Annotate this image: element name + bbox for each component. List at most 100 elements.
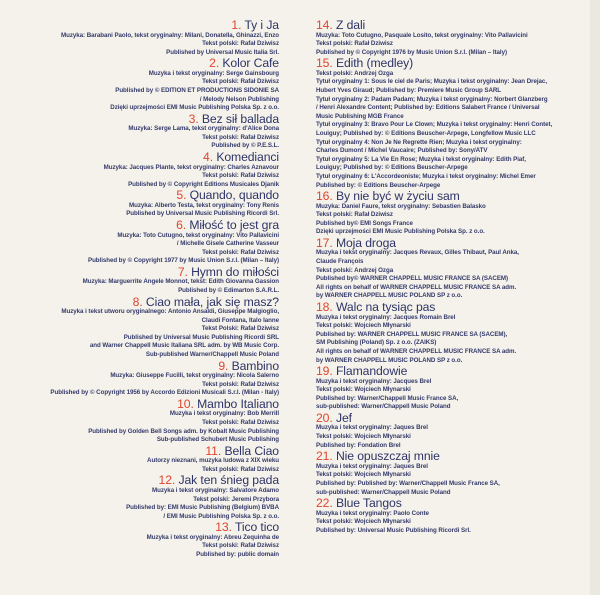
track-heading: 4. Komedianci <box>20 151 279 164</box>
track-number: 13. <box>215 520 232 535</box>
credit-line: Louiguy; Published by: © Editions Beusch… <box>316 164 468 172</box>
credit-line: Muzyka: Serge Lama, tekst oryginalny: d'… <box>128 125 279 133</box>
credit-line: and Warner Chappell Music Italiana SRL a… <box>89 342 279 350</box>
credit-line: Published by: EMI Music Publishing (Belg… <box>126 504 279 512</box>
track-credit: 19. Flamandowie Muzyka i tekst oryginalny… <box>316 365 586 412</box>
track-title: Mambo Italiano <box>197 396 279 411</box>
track-title: Moja droga <box>335 235 396 250</box>
track-heading: 6. Miłość to jest gra <box>20 219 279 232</box>
credit-line: Sub-published Warner/Chappell Music Pola… <box>145 351 279 359</box>
track-number: 5. <box>176 188 187 203</box>
credit-line: SM Publishing (Poland) Sp. z o.o. (ZAIKS… <box>316 339 437 347</box>
track-heading: 5. Quando, quando <box>20 189 279 202</box>
track-title: Jef <box>335 410 352 425</box>
credit-line: by WARNER CHAPPELL MUSIC POLAND SP z o.o… <box>316 356 463 364</box>
track-heading: 10. Mambo Italiano <box>20 398 279 411</box>
track-number: 1. <box>231 18 242 32</box>
track-number: 7. <box>177 264 188 279</box>
credit-line: Tekst polski: Andrzej Ozga <box>316 69 394 77</box>
track-number: 14. <box>316 18 333 32</box>
track-title: Ciao mała, jak się masz? <box>145 294 279 309</box>
credit-line: Published by© WARNER CHAPPELL MUSIC FRAN… <box>316 275 509 283</box>
credit-line: Autorzy nieznani, muzyka ludowa z XIX wi… <box>147 457 279 465</box>
track-credit: 12. Jak ten śnieg pada Muzyka i tekst ory… <box>20 474 279 521</box>
track-credit: 1. Ty i Ja Muzyka: Barabani Paolo, tekst … <box>20 19 279 57</box>
track-number: 12. <box>158 473 176 488</box>
track-credit: 9. Bambino Muzyka: Giuseppe Fucilli, teks… <box>20 358 280 398</box>
credits-column-right: 14. Z dali Muzyka: Toto Cutugno, Pasquale… <box>316 19 586 535</box>
track-heading: 12. Jak ten śnieg pada <box>20 473 280 488</box>
credit-line: Sub-published Schubert Music Publishing <box>156 436 279 444</box>
credit-line: Music Publishing MGB France <box>316 112 404 120</box>
track-number: 17. <box>316 235 333 250</box>
credit-line: Tytuł oryginalny 6: L'Accordeoniste; Muz… <box>316 172 536 180</box>
track-number: 6. <box>176 218 187 232</box>
credit-line: Muzyka i tekst oryginalny: Jacques Romai… <box>316 313 456 321</box>
credit-line: Tekst Polski: Rafał Dziwisz <box>201 325 279 333</box>
credit-line: Published by Golden Bell Songs adm. by K… <box>88 427 279 435</box>
track-credit: 8. Ciao mała, jak się masz? Muzyka i teks… <box>20 294 279 360</box>
track-heading: 7. Hymn do miłości <box>20 266 279 279</box>
credit-line: / Michelle Gisele Catherine Vasseur <box>176 240 279 248</box>
credit-line: Tekst polski: Rafał Dziwisz <box>202 248 279 256</box>
credit-line: Tekst polski: Wojciech Młynarski <box>316 518 411 526</box>
track-heading: 1. Ty i Ja <box>20 19 279 32</box>
track-number: 19. <box>316 364 333 379</box>
credit-line: Published by © EDITION ET PRODUCTIONS SI… <box>115 86 279 94</box>
track-heading: 13. Tico tico <box>20 521 279 534</box>
credit-line: / Henri Alexandre Content; Published by:… <box>316 104 540 112</box>
credit-line: Muzyka i tekst oryginalny: Jaques Brel <box>316 462 428 470</box>
credit-line: Muzyka: Toto Cutugno, Pasquale Losito, t… <box>316 31 528 39</box>
credit-line: Tekst polski: Jeremi Przybora <box>193 495 279 503</box>
track-credit: 2. Kolor Cafe Muzyka i tekst oryginalny: … <box>20 57 279 112</box>
credit-line: sub-published: Warner/Chappell Music Pol… <box>316 403 451 411</box>
credit-line: Published by: Fondation Brel <box>316 441 401 449</box>
credit-line: Muzyka: Toto Cutugno, tekst oryginalny: … <box>117 231 279 239</box>
credit-line: Published by Universal Music Publishing … <box>126 210 279 218</box>
track-number: 8. <box>132 294 143 309</box>
track-credit: 10. Mambo Italiano Muzyka i tekst orygina… <box>20 398 279 445</box>
credit-line: Tekst polski: Rafał Dziwisz <box>316 40 393 48</box>
credit-line: Muzyka i tekst oryginalny: Serge Gainsbo… <box>148 69 279 77</box>
credit-line: Published by Universal Music Italia Srl. <box>166 48 279 56</box>
track-credit: 18. Walc na tysiąc pas Muzyka i tekst ory… <box>316 301 586 365</box>
track-title: Flamandowie <box>335 364 408 379</box>
track-title: Tico tico <box>234 520 279 535</box>
credit-line: Tekst polski: Wojciech Młynarski <box>316 471 411 479</box>
credit-line: Tekst polski: Rafał Dziwisz <box>202 40 279 48</box>
track-title: Z dali <box>335 18 366 32</box>
track-credit: 6. Miłość to jest gra Muzyka: Toto Cutugn… <box>20 219 279 266</box>
track-number: 22. <box>316 496 333 511</box>
credit-line: Published by © Copyright 1956 by Accordo… <box>50 389 279 397</box>
track-credit: 5. Quando, quando Muzyka: Alberto Testa, … <box>20 189 279 219</box>
track-number: 11. <box>205 443 222 458</box>
credit-line: sub-published: Warner/Chappell Music Pol… <box>316 488 451 496</box>
track-title: Kolor Cafe <box>222 56 279 71</box>
credit-line: Tekst polski: Wojciech Młynarski <box>316 433 411 441</box>
credit-line: All rights on behalf of WARNER CHAPPELL … <box>316 347 517 355</box>
credit-line: by WARNER CHAPPELL MUSIC POLAND SP z o.o… <box>316 292 463 300</box>
credit-line: Muzyka i tekst oryginalny: Paolo Conte <box>316 509 429 517</box>
track-number: 20. <box>316 410 333 425</box>
track-number: 4. <box>203 150 214 165</box>
track-heading: 2. Kolor Cafe <box>20 57 279 70</box>
credit-line: Hubert Yves Giraud; Published by: Premie… <box>316 86 502 94</box>
credit-line: Tekst polski: Rafał Dziwisz <box>202 172 279 180</box>
credit-line: Muzyka i tekst oryginalny: Salvatore Ada… <box>152 486 279 494</box>
track-title: Walc na tysiąc pas <box>335 300 436 315</box>
credit-line: Tekst polski: Rafał Dziwisz <box>202 380 279 388</box>
track-heading: 17. Moja droga <box>316 237 586 250</box>
track-credit: 20. Jef Muzyka i tekst oryginalny: Jaques… <box>316 412 586 450</box>
track-number: 3. <box>188 111 199 126</box>
track-title: Quando, quando <box>189 188 280 203</box>
track-heading: 21. Nie opuszczaj mnie <box>316 450 586 463</box>
credit-line: Tekst polski: Rafał Dziwisz <box>202 465 279 473</box>
credit-line: Dzięki uprzejmości EMI Music Publishing … <box>110 104 279 112</box>
credit-line: Muzyka i tekst oryginalny: Jacques Revau… <box>316 249 519 257</box>
credit-line: Tekst polski: Rafał Dziwisz <box>202 419 279 426</box>
track-heading: 8. Ciao mała, jak się masz? <box>20 294 279 309</box>
credit-line: Tekst polski: Rafał Dziwisz <box>202 133 279 141</box>
track-title: Bambino <box>231 358 280 373</box>
credit-line: Charles Dumont / Michel Vaucaire; Publis… <box>316 147 488 155</box>
track-credit: 21. Nie opuszczaj mnie Muzyka i tekst ory… <box>316 450 586 497</box>
